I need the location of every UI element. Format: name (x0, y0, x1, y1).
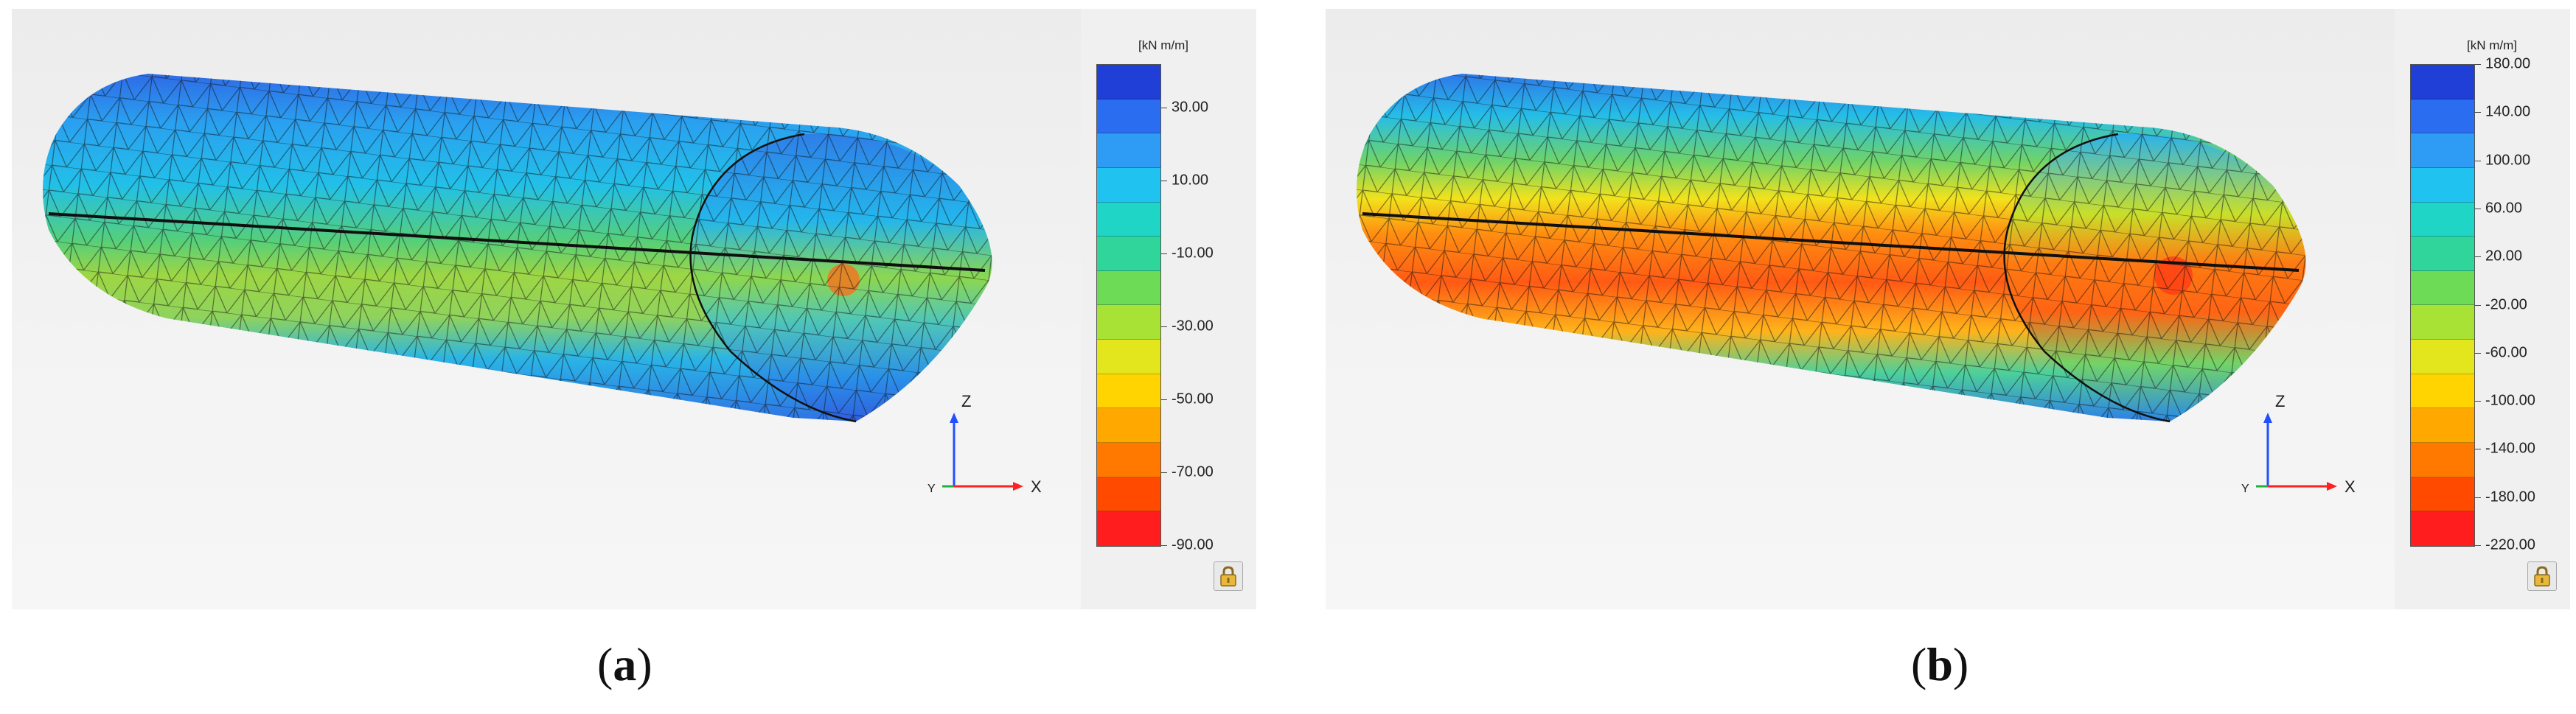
color-scale-band (2411, 408, 2474, 444)
axis-triad-b: Z X Y (2241, 392, 2356, 496)
color-scale-band (2411, 270, 2474, 306)
color-scale-band (1097, 65, 1160, 99)
tunnel-model-view[interactable]: Z X Y (12, 9, 1256, 609)
color-scale-tick-label: 10.00 (1172, 172, 1209, 189)
color-scale-bar (2410, 64, 2475, 547)
tunnel-surface-b (1357, 74, 2306, 423)
color-scale-tick-label: 140.00 (2485, 103, 2531, 120)
color-scale-tick-label: -140.00 (2485, 440, 2535, 457)
color-scale-tick-label: -60.00 (2485, 344, 2527, 361)
color-scale-band (1097, 270, 1160, 306)
color-scale-band (2411, 511, 2474, 546)
color-scale-tick-label: 60.00 (2485, 200, 2523, 217)
axis-triad-a: Z X Y (927, 392, 1042, 496)
caption-b: (b) (1911, 638, 1969, 690)
color-scale-tick-mark (1161, 253, 1167, 254)
tunnel-model-view[interactable]: Z X Y (1326, 9, 2570, 609)
color-scale-tick-mark (2475, 545, 2481, 546)
result-viewport-a[interactable]: Z X Y [kN m/m] 30.00 10.00 -10.00 -30.00 -50… (12, 9, 1256, 609)
color-scale-band (2411, 202, 2474, 237)
color-scale-tick-mark (1161, 399, 1167, 400)
color-scale-tick-label: -180.00 (2485, 489, 2535, 505)
color-scale-band (1097, 202, 1160, 237)
color-scale-tick-label: -220.00 (2485, 536, 2535, 553)
color-scale-tick-mark (1161, 472, 1167, 473)
color-scale-tick-label: 100.00 (2485, 152, 2531, 169)
color-scale-tick-label: 180.00 (2485, 55, 2531, 72)
color-scale-tick-label: -10.00 (1172, 245, 1214, 262)
color-scale-tick-mark (2475, 256, 2481, 257)
color-scale-ticks: 30.00 10.00 -10.00 -30.00 -50.00 -70.00 -90.00 (1161, 64, 1235, 553)
color-scale-band (2411, 65, 2474, 99)
color-scale-tick-mark (2475, 497, 2481, 498)
color-scale-band (1097, 133, 1160, 168)
color-scale-tick-label: 20.00 (2485, 248, 2523, 265)
legend-unit-label: [kN m/m] (1138, 38, 1188, 52)
color-scale-tick-mark (2475, 305, 2481, 306)
lock-icon (2534, 566, 2550, 587)
lock-icon (1220, 566, 1236, 587)
color-scale-bar (1096, 64, 1161, 547)
color-scale-band (1097, 408, 1160, 444)
color-scale-tick-mark (1161, 326, 1167, 327)
result-viewport-b[interactable]: Z X Y [kN m/m] 180.00 140.00 100.00 60.00 20… (1326, 9, 2570, 609)
color-scale-tick-mark (2475, 112, 2481, 113)
color-scale-band (1097, 237, 1160, 271)
color-scale-tick-label: -90.00 (1172, 536, 1214, 553)
color-scale-tick-mark (2475, 401, 2481, 402)
color-scale-band (2411, 237, 2474, 271)
color-scale-band (2411, 167, 2474, 203)
color-scale-tick-label: -50.00 (1172, 391, 1214, 407)
caption-a: (a) (597, 638, 652, 690)
legend-unit-label: [kN m/m] (2467, 38, 2517, 52)
color-scale-band (2411, 477, 2474, 512)
color-scale-band (2411, 374, 2474, 409)
axis-label-y: Y (2241, 483, 2249, 495)
color-scale-tick-mark (2475, 353, 2481, 354)
color-scale-band (2411, 340, 2474, 374)
color-scale-tick-label: -100.00 (2485, 392, 2535, 409)
color-scale-band (1097, 511, 1160, 546)
color-scale-band (2411, 133, 2474, 168)
axis-label-z: Z (2275, 392, 2285, 410)
color-scale-ticks: 180.00 140.00 100.00 60.00 20.00 -20.00 -60.00… (2475, 56, 2549, 553)
color-scale-band (1097, 340, 1160, 374)
color-scale-tick-mark (1161, 545, 1167, 546)
axis-label-x: X (1031, 477, 1042, 496)
color-scale-tick-label: -30.00 (1172, 318, 1214, 335)
color-scale-band (1097, 477, 1160, 512)
color-scale-band (1097, 443, 1160, 477)
tunnel-surface-a (43, 74, 992, 423)
axis-label-z: Z (961, 392, 971, 410)
lock-button[interactable] (1214, 561, 1243, 591)
color-scale-tick-mark (2475, 64, 2481, 65)
color-scale-band (1097, 167, 1160, 203)
color-scale-tick-label: -70.00 (1172, 463, 1214, 480)
color-scale-tick-label: 30.00 (1172, 99, 1209, 116)
color-scale-band (1097, 99, 1160, 134)
color-scale-band (1097, 305, 1160, 340)
lock-button[interactable] (2527, 561, 2557, 591)
color-scale-band (2411, 305, 2474, 340)
color-scale-band (2411, 443, 2474, 477)
color-scale-band (2411, 99, 2474, 134)
color-scale-tick-label: -20.00 (2485, 296, 2527, 313)
axis-label-x: X (2344, 477, 2356, 496)
axis-label-y: Y (927, 483, 936, 495)
color-scale-band (1097, 374, 1160, 409)
